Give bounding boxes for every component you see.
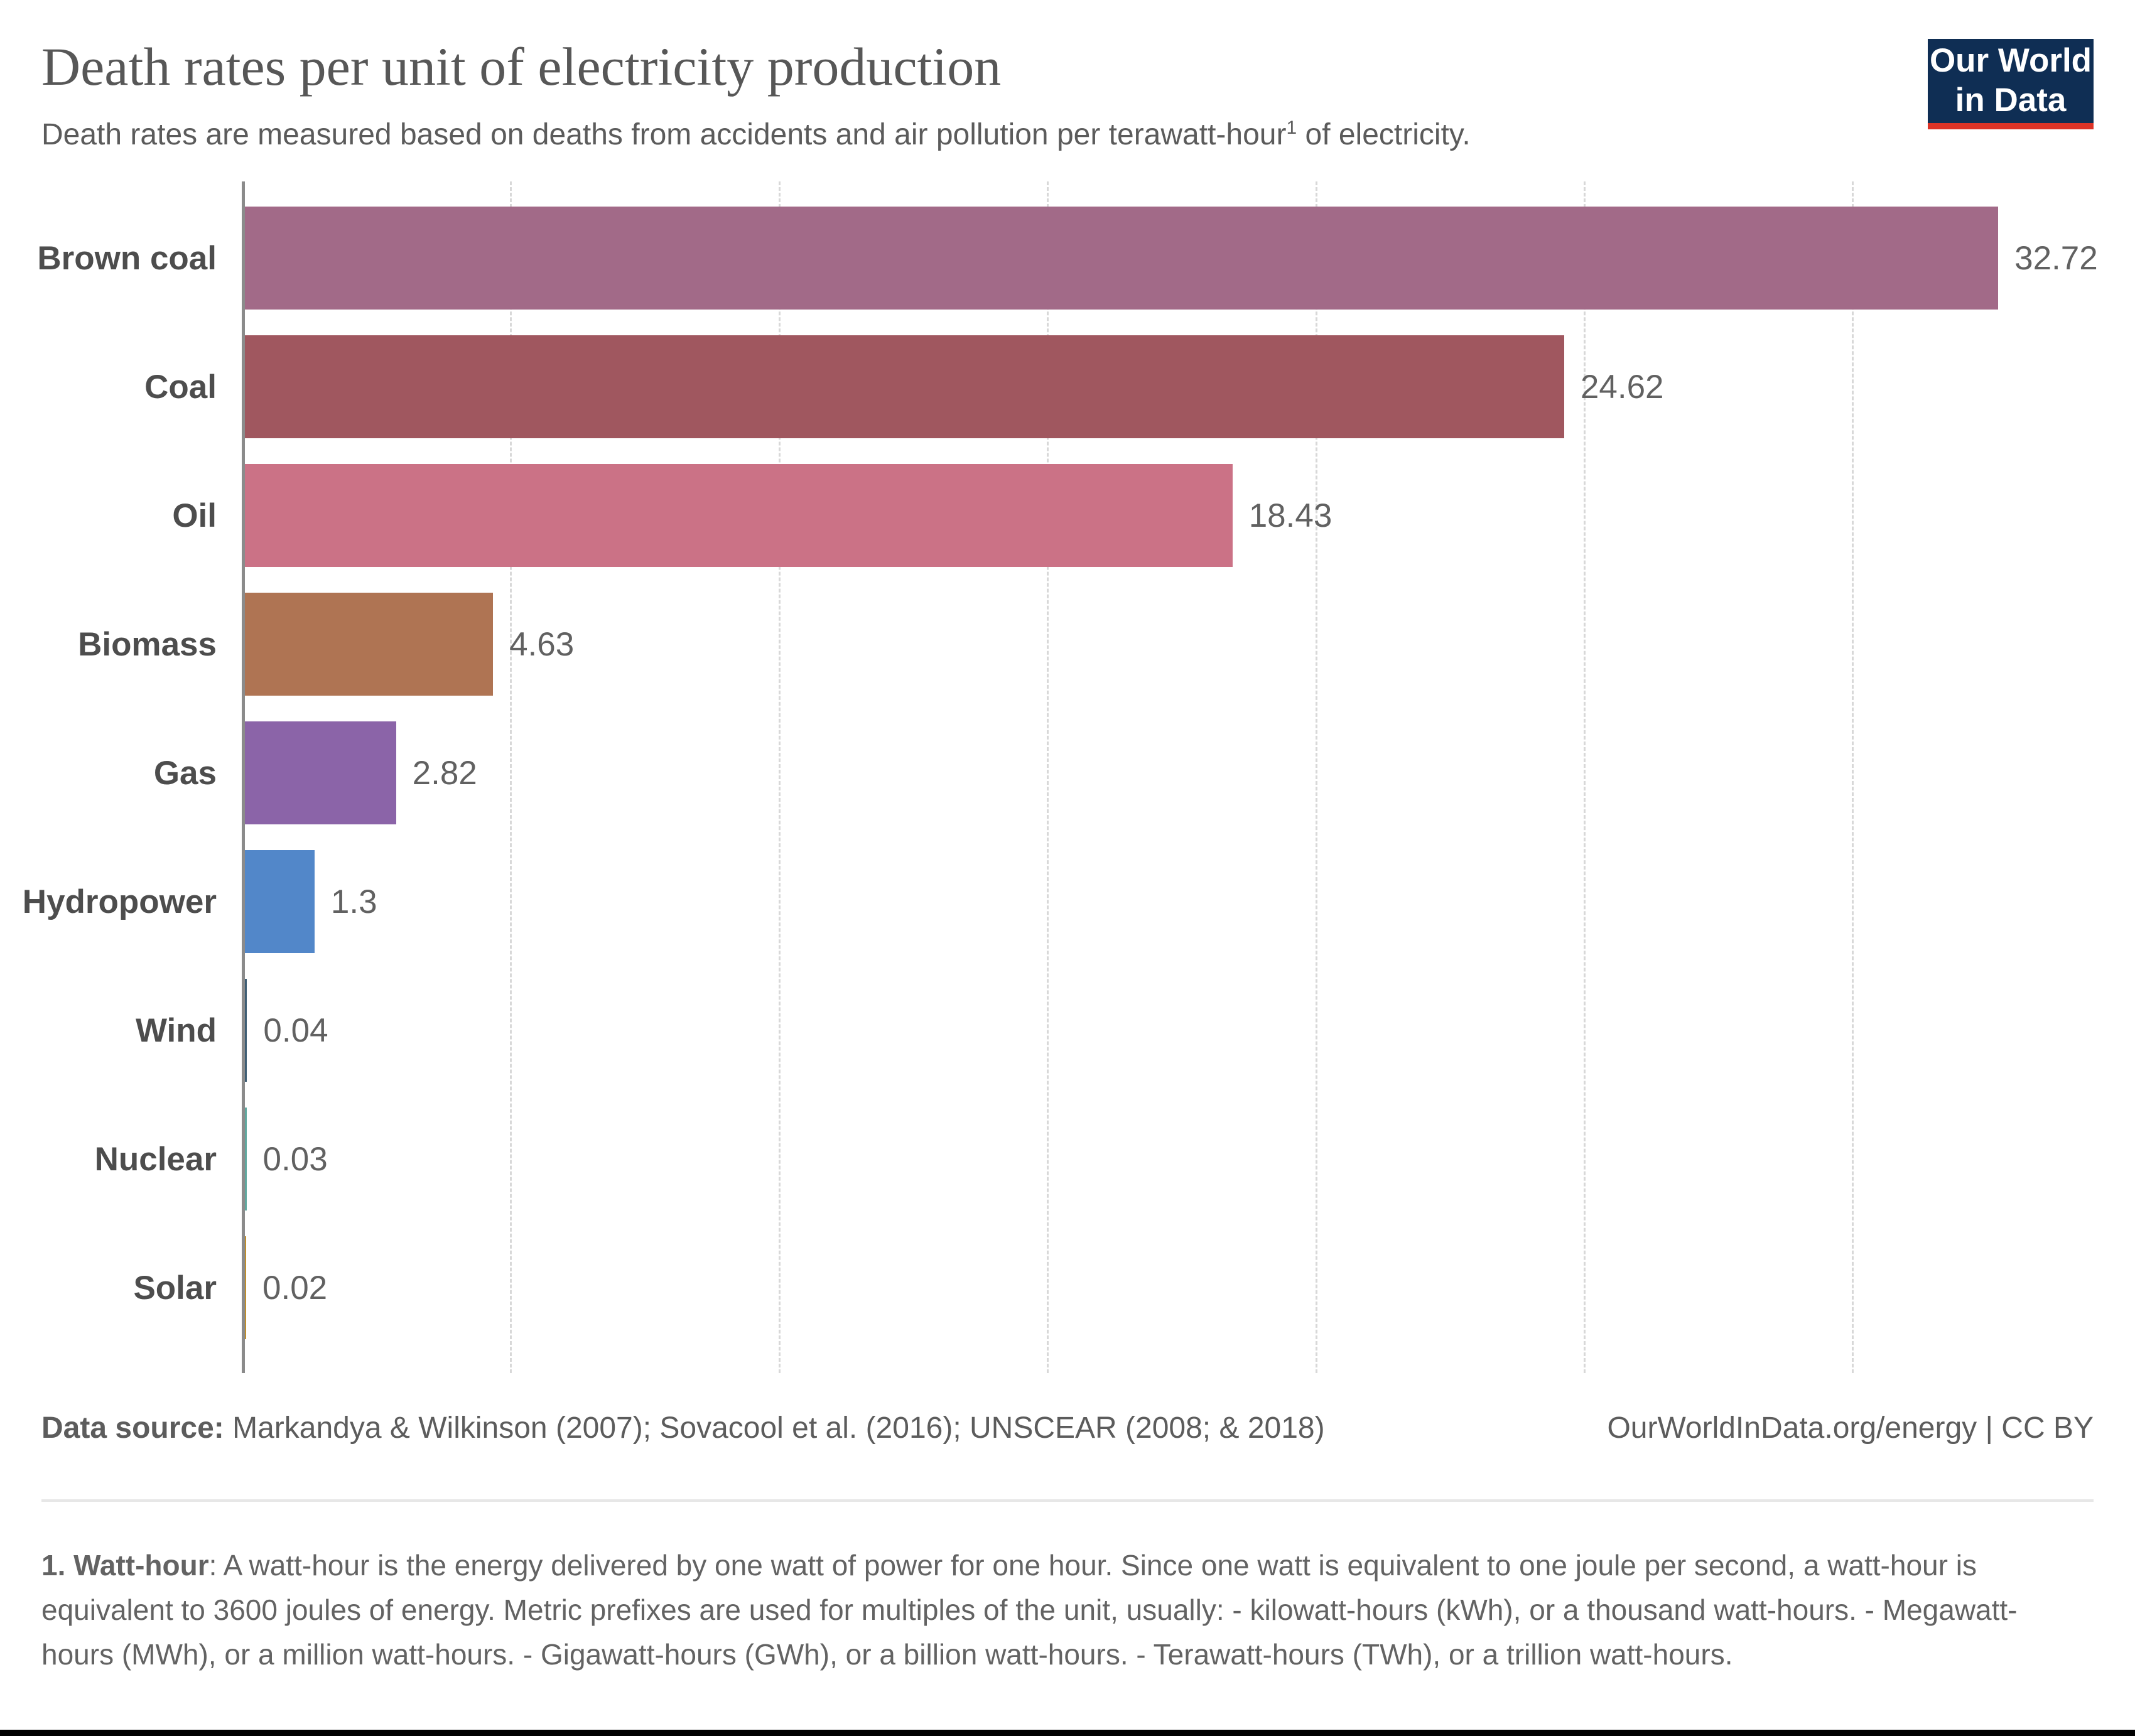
bar[interactable] [245,335,1564,439]
chart-footer: Data source: Markandya & Wilkinson (2007… [0,1411,2135,1678]
bar-track: 2.82 [245,709,2094,838]
footnote-term: 1. Watt-hour [41,1548,209,1582]
bar-track: 24.62 [245,323,2094,451]
bar[interactable] [245,979,247,1082]
subtitle-text-end: of electricity. [1297,118,1471,152]
bar-track: 1.3 [245,838,2094,966]
subtitle-text: Death rates are measured based on deaths… [41,118,1287,152]
category-label: Solar [133,1269,217,1307]
category-label: Biomass [78,625,217,663]
value-label: 2.82 [412,754,477,792]
bar[interactable] [245,721,396,825]
bar-row: Brown coal 32.72 [0,194,2098,323]
value-label: 1.3 [330,883,377,920]
category-label: Nuclear [94,1140,217,1178]
footer-divider [41,1499,2094,1502]
owid-logo-line1: Our World [1929,42,2092,80]
gridline [510,181,512,1373]
chart-title: Death rates per unit of electricity prod… [41,36,1002,97]
chart-header: Death rates per unit of electricity prod… [0,0,2135,155]
category-label: Gas [153,754,217,792]
bar-row: Coal 24.62 [0,323,2094,451]
data-source-text: Markandya & Wilkinson (2007); Sovacool e… [224,1411,1325,1445]
bottom-edge-bar [0,1730,2135,1736]
gridline [778,181,781,1373]
bar-track: 0.03 [245,1095,2094,1224]
category-label: Wind [135,1011,217,1049]
owid-logo[interactable]: Our World in Data [1928,39,2094,129]
gridline [1852,181,1854,1373]
value-label: 0.03 [262,1140,328,1178]
data-source-label: Data source: [41,1411,224,1445]
bar[interactable] [245,850,315,954]
bar-track: 4.63 [245,580,2094,709]
value-label: 0.02 [262,1269,328,1307]
value-label: 0.04 [263,1011,328,1049]
bar-row: Wind 0.04 [0,966,2094,1095]
gridline [1047,181,1049,1373]
gridline [1583,181,1586,1373]
footnote: 1. Watt-hour: A watt-hour is the energy … [41,1543,2094,1678]
bar-row: Oil 18.43 [0,451,2094,580]
bar-row: Nuclear 0.03 [0,1095,2094,1224]
bar-row: Solar 0.02 [0,1224,2094,1352]
footnote-marker: 1 [1286,117,1297,139]
bar-track: 0.04 [245,966,2094,1095]
bar-row: Hydropower 1.3 [0,838,2094,966]
bar[interactable] [245,1236,246,1340]
bar-row: Biomass 4.63 [0,580,2094,709]
category-label: Coal [144,368,217,406]
owid-logo-line2: in Data [1955,82,2067,119]
value-label: 24.62 [1580,368,1664,406]
category-label: Hydropower [22,883,217,920]
bar-track: 0.02 [245,1224,2094,1352]
bar-rows: Brown coal 32.72 Coal 24.62 Oil 18.43 Bi… [0,181,2098,1373]
data-source: Data source: Markandya & Wilkinson (2007… [41,1411,1325,1445]
bar[interactable] [245,464,1233,568]
category-label: Oil [172,497,217,534]
source-row: Data source: Markandya & Wilkinson (2007… [41,1411,2094,1445]
bar-row: Gas 2.82 [0,709,2094,838]
attribution-link[interactable]: OurWorldInData.org/energy | CC BY [1607,1411,2094,1445]
bar[interactable] [245,207,1999,310]
gridline [1315,181,1317,1373]
grid-layer [242,181,2094,1373]
category-label: Brown coal [37,239,217,277]
bar-track: 18.43 [245,451,2094,580]
value-label: 18.43 [1248,497,1332,534]
y-axis-line [242,181,245,1373]
bar[interactable] [245,593,494,696]
chart-subtitle: Death rates are measured based on deaths… [41,116,2094,154]
bar[interactable] [245,1108,247,1211]
value-label: 32.72 [2014,239,2098,277]
value-label: 4.63 [509,625,575,663]
bar-track: 32.72 [245,194,2098,323]
footnote-body: : A watt-hour is the energy delivered by… [41,1548,2018,1671]
bar-chart: Brown coal 32.72 Coal 24.62 Oil 18.43 Bi… [0,181,2098,1373]
